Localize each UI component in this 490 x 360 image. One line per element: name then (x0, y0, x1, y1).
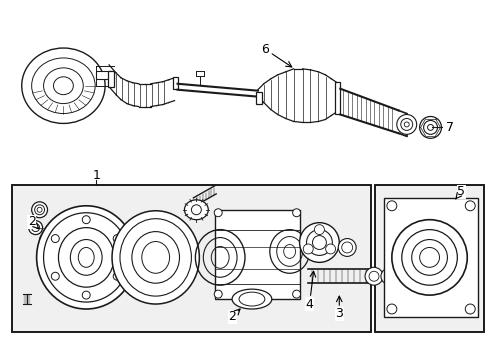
Circle shape (397, 114, 416, 134)
Circle shape (113, 272, 121, 280)
Circle shape (214, 290, 222, 298)
Circle shape (293, 209, 300, 217)
Text: 5: 5 (457, 185, 465, 198)
Bar (172, 77, 177, 89)
Bar (375, 185, 484, 332)
Circle shape (338, 239, 356, 256)
Bar (384, 198, 478, 317)
Bar (215, 210, 299, 299)
Bar (335, 82, 340, 113)
Text: 3: 3 (335, 307, 343, 320)
Circle shape (82, 291, 90, 299)
Circle shape (392, 220, 467, 295)
Text: 1: 1 (92, 168, 100, 181)
Bar (108, 71, 114, 87)
Circle shape (214, 209, 222, 217)
Text: 2: 2 (28, 215, 36, 228)
Circle shape (419, 117, 441, 138)
Circle shape (40, 234, 51, 246)
Ellipse shape (22, 48, 105, 123)
Circle shape (293, 290, 300, 298)
Bar (375, 185, 484, 332)
Circle shape (466, 201, 475, 211)
Bar (256, 92, 262, 104)
Circle shape (466, 304, 475, 314)
Circle shape (303, 244, 313, 254)
Circle shape (82, 216, 90, 224)
Circle shape (387, 304, 397, 314)
Circle shape (326, 244, 336, 254)
Ellipse shape (37, 206, 136, 309)
Circle shape (299, 223, 339, 262)
Text: 7: 7 (446, 121, 454, 134)
Circle shape (51, 235, 59, 243)
Bar (96, 71, 114, 79)
Circle shape (315, 225, 324, 235)
Bar (12, 185, 371, 332)
Circle shape (381, 268, 397, 284)
Bar (12, 185, 371, 332)
Ellipse shape (184, 200, 208, 220)
Text: 6: 6 (261, 42, 269, 55)
Circle shape (29, 221, 43, 235)
Circle shape (113, 235, 121, 243)
Circle shape (387, 201, 397, 211)
Circle shape (32, 202, 48, 218)
Ellipse shape (112, 211, 199, 304)
Ellipse shape (232, 289, 272, 309)
Circle shape (51, 272, 59, 280)
Circle shape (365, 267, 383, 285)
Text: 4: 4 (306, 297, 314, 311)
Text: 2: 2 (228, 310, 236, 323)
